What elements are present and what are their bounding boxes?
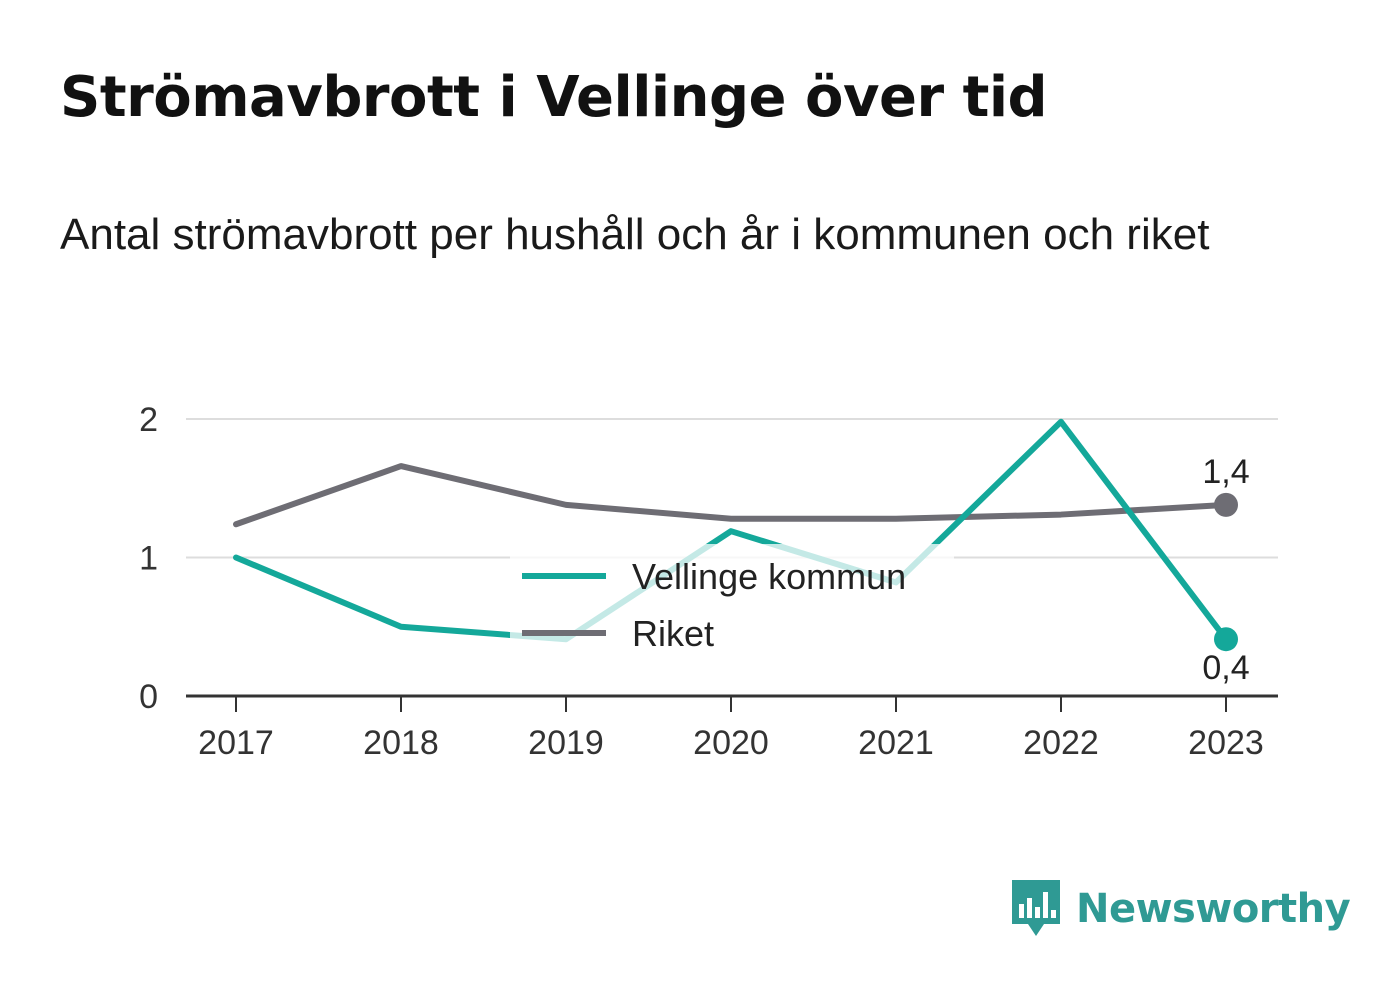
y-tick-label: 1	[139, 540, 158, 578]
y-tick-label: 0	[139, 678, 158, 716]
series-end-point	[1214, 627, 1238, 652]
legend-label: Vellinge kommun	[632, 556, 906, 597]
series-line	[233, 463, 1229, 528]
legend-background	[510, 544, 954, 666]
x-tick-label: 2018	[363, 724, 439, 762]
x-tick-label: 2021	[858, 724, 934, 762]
data-label: 1,4	[1202, 453, 1249, 491]
brand-name: Newsworthy	[1076, 886, 1351, 932]
x-tick-label: 2017	[198, 724, 274, 762]
series-lines	[233, 418, 1238, 652]
chart-title: Strömavbrott i Vellinge över tid	[60, 65, 1048, 130]
x-tick-label: 2020	[693, 724, 769, 762]
x-tick-label: 2019	[528, 724, 604, 762]
axes: 0 1 2 2017 2018 2019 2020 2021 2022 2023	[139, 401, 1278, 762]
legend: Vellinge kommun Riket	[510, 544, 954, 666]
y-tick-label: 2	[139, 401, 158, 439]
newsworthy-logo: Newsworthy	[1010, 878, 1351, 940]
legend-label: Riket	[632, 613, 714, 654]
chart-subtitle: Antal strömavbrott per hushåll och år i …	[60, 210, 1210, 259]
x-tick-label: 2022	[1023, 724, 1099, 762]
x-tick-label: 2023	[1188, 724, 1264, 762]
data-labels: 0,4 1,4	[1202, 453, 1249, 687]
data-label: 0,4	[1202, 649, 1249, 687]
bar-chart-speech-bubble-icon	[1012, 880, 1060, 936]
series-line	[233, 418, 1229, 643]
series-end-point	[1214, 492, 1238, 517]
